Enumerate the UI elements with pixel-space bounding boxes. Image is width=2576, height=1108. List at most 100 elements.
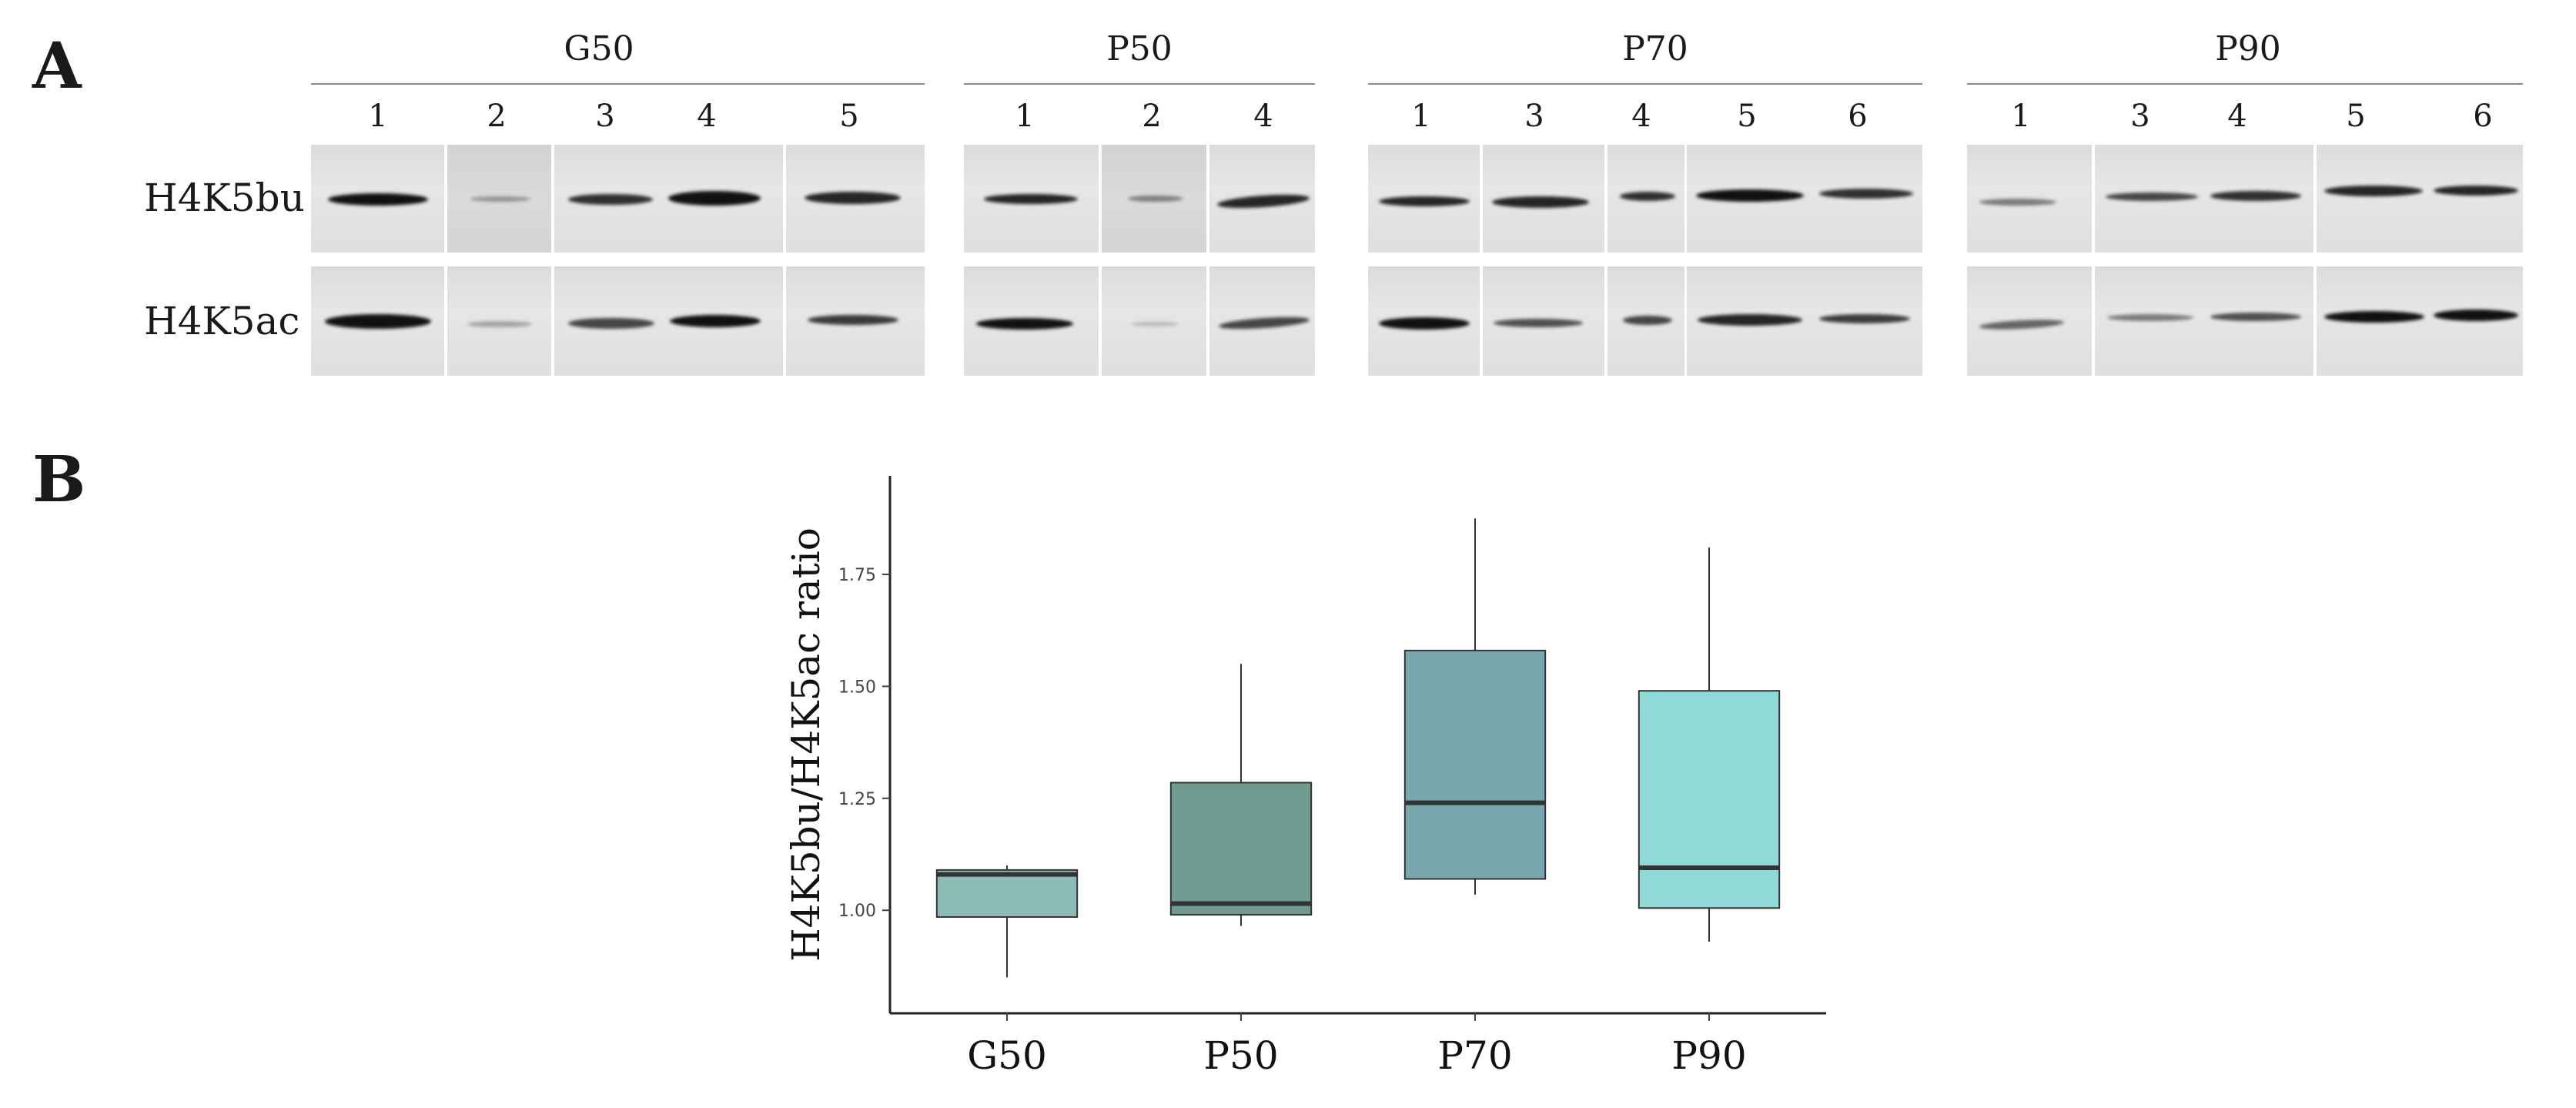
group-title-g50: G50 [564,29,634,69]
blot-band [1379,196,1470,206]
lane-label: 4 [1253,99,1273,134]
lane-label: 5 [2346,99,2366,134]
blot-band [1819,314,1910,323]
blot-strip [1607,266,1684,376]
blot-band [668,191,761,206]
blot-strip [964,266,1099,376]
blot-strip [554,266,783,376]
blot-band [1131,322,1179,326]
blot-band [328,193,428,206]
x-tick-label: P70 [1437,1033,1512,1078]
blot-strip [1368,266,1480,376]
box-body [935,869,1079,918]
group-rule-p70 [1368,83,1922,85]
group-rule-p50 [964,83,1315,85]
group-rule-g50 [311,83,925,85]
blot-strip [1607,145,1684,253]
blot-band [2324,186,2423,196]
lane-label: 3 [2130,99,2150,134]
blot-strip [1687,145,1922,253]
lane-label: 3 [595,99,615,134]
x-tick-label: P50 [1203,1033,1278,1078]
box-p90 [1638,547,1781,942]
y-tick-label: 1.50 [838,678,876,697]
lane-label: 6 [1848,99,1868,134]
blot-band [984,194,1078,204]
blot-band [467,321,532,327]
row-label-h4k5bu: H4K5bu [144,176,305,220]
blot-band [325,314,431,329]
blot-strip [447,145,551,253]
lane-label: 1 [1411,99,1431,134]
blot-band [1698,314,1802,326]
blot-strip [1687,266,1922,376]
blot-strip [786,266,925,376]
blot-strip [447,266,551,376]
lane-label: 1 [368,99,388,134]
blot-strip [964,145,1099,253]
blot-strip [1209,145,1315,253]
panel-b-letter: B [32,443,86,517]
blot-band [1128,196,1183,202]
lane-label: 1 [2011,99,2031,134]
blot-band [2324,311,2424,323]
row-label-h4k5ac: H4K5ac [144,299,300,343]
blot-strip [1483,266,1604,376]
blot-strip [1209,266,1315,376]
blot-band [1696,189,1804,202]
blot-strip [2317,145,2523,253]
box-p50 [1169,664,1313,926]
blot-band [1494,319,1583,327]
box-body [1169,782,1313,916]
blot-strip [1483,145,1604,253]
box-body [1638,690,1781,909]
blot-band [1492,196,1589,208]
blot-strip [1102,266,1206,376]
box-p70 [1403,518,1547,895]
blot-strip [2095,145,2313,253]
blot-band [1620,192,1675,201]
lane-label: 4 [697,99,717,134]
blot-strip [311,266,444,376]
blot-band [568,194,653,205]
x-tick-label: G50 [967,1033,1047,1078]
blot-strip [1102,145,1206,253]
blot-band [1819,189,1913,199]
blot-band [2434,310,2518,321]
lane-label: 1 [1015,99,1035,134]
blot-strip [786,145,925,253]
blot-band [670,315,761,327]
blot-band [2210,313,2301,321]
group-title-p70: P70 [1622,29,1688,69]
blot-strip [1368,145,1480,253]
lane-label: 3 [1524,99,1544,134]
blot-band [1623,316,1672,325]
lane-label: 4 [2227,99,2247,134]
blot-band [470,196,530,202]
y-axis-title: H4K5bu/H4K5ac ratio [784,527,828,962]
lane-label: 5 [1737,99,1757,134]
blot-band [568,318,654,329]
lane-label: 2 [1142,99,1162,134]
group-title-p90: P90 [2215,29,2281,69]
box-body [1403,649,1547,880]
group-rule-p90 [1967,83,2523,85]
lane-label: 2 [487,99,507,134]
lane-label: 6 [2473,99,2493,134]
blot-band [805,192,901,204]
blot-band [976,318,1073,330]
blot-strip [554,145,783,253]
blot-band [2434,186,2518,196]
blot-strip [1967,145,2092,253]
blot-strip [2317,266,2523,376]
blot-band [808,315,898,325]
blot-band [2107,314,2193,321]
blot-strip [311,145,444,253]
lane-label: 4 [1631,99,1651,134]
y-tick-label: 1.25 [838,790,876,809]
box-g50 [935,865,1079,978]
blot-strip [1967,266,2092,376]
group-title-p50: P50 [1106,29,1173,69]
lane-label: 5 [839,99,859,134]
